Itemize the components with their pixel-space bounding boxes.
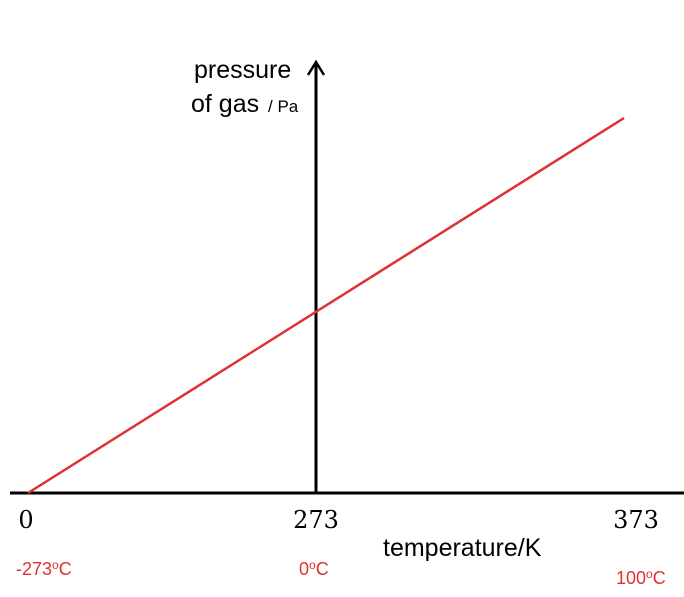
y-axis-unit: / Pa <box>268 97 299 116</box>
series-layer <box>27 116 625 495</box>
x-tick-label-0: 0 <box>18 506 33 534</box>
y-axis-arrowhead <box>306 59 326 76</box>
y-axis-label-line2: of gas <box>191 90 259 118</box>
celsius-label-373: 100oC <box>616 567 666 588</box>
tick-layer: 0 -273oC 273 0oC 373 100oC <box>16 506 666 588</box>
y-axis-label-line1: pressure <box>194 56 291 84</box>
celsius-label-0: -273oC <box>16 558 72 579</box>
series-line-0 <box>27 116 625 495</box>
celsius-label-273: 0oC <box>299 558 329 579</box>
x-tick-label-373: 373 <box>613 506 659 534</box>
x-axis-label: temperature/K <box>383 534 542 562</box>
x-tick-label-273: 273 <box>293 506 339 534</box>
